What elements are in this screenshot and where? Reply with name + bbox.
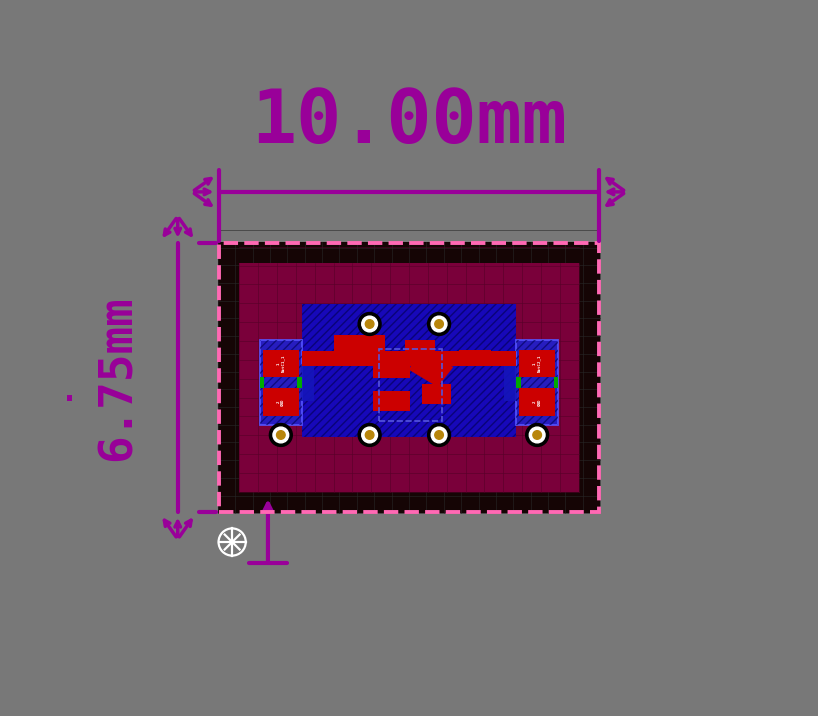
Circle shape bbox=[533, 431, 542, 440]
Circle shape bbox=[362, 316, 377, 332]
Bar bbox=[297, 377, 302, 389]
Bar bbox=[516, 341, 558, 425]
Bar bbox=[379, 349, 442, 421]
Circle shape bbox=[358, 424, 381, 447]
Bar bbox=[519, 350, 555, 377]
Circle shape bbox=[273, 427, 289, 442]
Bar bbox=[516, 377, 521, 389]
Bar bbox=[219, 243, 599, 512]
Bar bbox=[263, 350, 299, 377]
Bar bbox=[263, 389, 299, 415]
Bar bbox=[554, 377, 558, 389]
Text: 10.00mm: 10.00mm bbox=[251, 86, 567, 159]
Bar bbox=[459, 350, 492, 366]
Bar bbox=[406, 340, 435, 359]
Bar bbox=[373, 358, 411, 378]
Circle shape bbox=[428, 424, 451, 447]
Circle shape bbox=[362, 427, 377, 442]
Bar bbox=[67, 395, 73, 401]
Bar bbox=[260, 341, 302, 425]
Bar bbox=[373, 391, 411, 411]
Circle shape bbox=[526, 424, 549, 447]
Text: 1
NetC1_1: 1 NetC1_1 bbox=[276, 354, 285, 372]
Bar bbox=[302, 352, 516, 366]
Bar bbox=[301, 365, 314, 401]
Bar bbox=[504, 365, 517, 401]
Circle shape bbox=[435, 319, 443, 328]
Bar bbox=[240, 263, 578, 492]
Bar bbox=[218, 242, 600, 513]
Circle shape bbox=[366, 431, 374, 440]
Text: 1
NetC2_1: 1 NetC2_1 bbox=[533, 354, 542, 372]
Circle shape bbox=[269, 424, 292, 447]
Circle shape bbox=[431, 427, 447, 442]
Bar bbox=[302, 304, 516, 437]
Text: 2
GND: 2 GND bbox=[533, 398, 542, 406]
Circle shape bbox=[529, 427, 545, 442]
Circle shape bbox=[431, 316, 447, 332]
Circle shape bbox=[428, 312, 451, 336]
Bar bbox=[260, 377, 264, 389]
Circle shape bbox=[358, 312, 381, 336]
Bar bbox=[334, 336, 385, 362]
Text: 6.75mm: 6.75mm bbox=[96, 295, 141, 460]
Circle shape bbox=[435, 431, 443, 440]
Polygon shape bbox=[409, 353, 453, 387]
Bar bbox=[519, 389, 555, 415]
Circle shape bbox=[366, 319, 374, 328]
Text: 2
GND: 2 GND bbox=[276, 398, 285, 406]
Bar bbox=[422, 384, 451, 405]
Bar bbox=[302, 304, 516, 437]
Bar bbox=[516, 341, 558, 425]
Circle shape bbox=[276, 431, 285, 440]
Bar bbox=[260, 341, 302, 425]
